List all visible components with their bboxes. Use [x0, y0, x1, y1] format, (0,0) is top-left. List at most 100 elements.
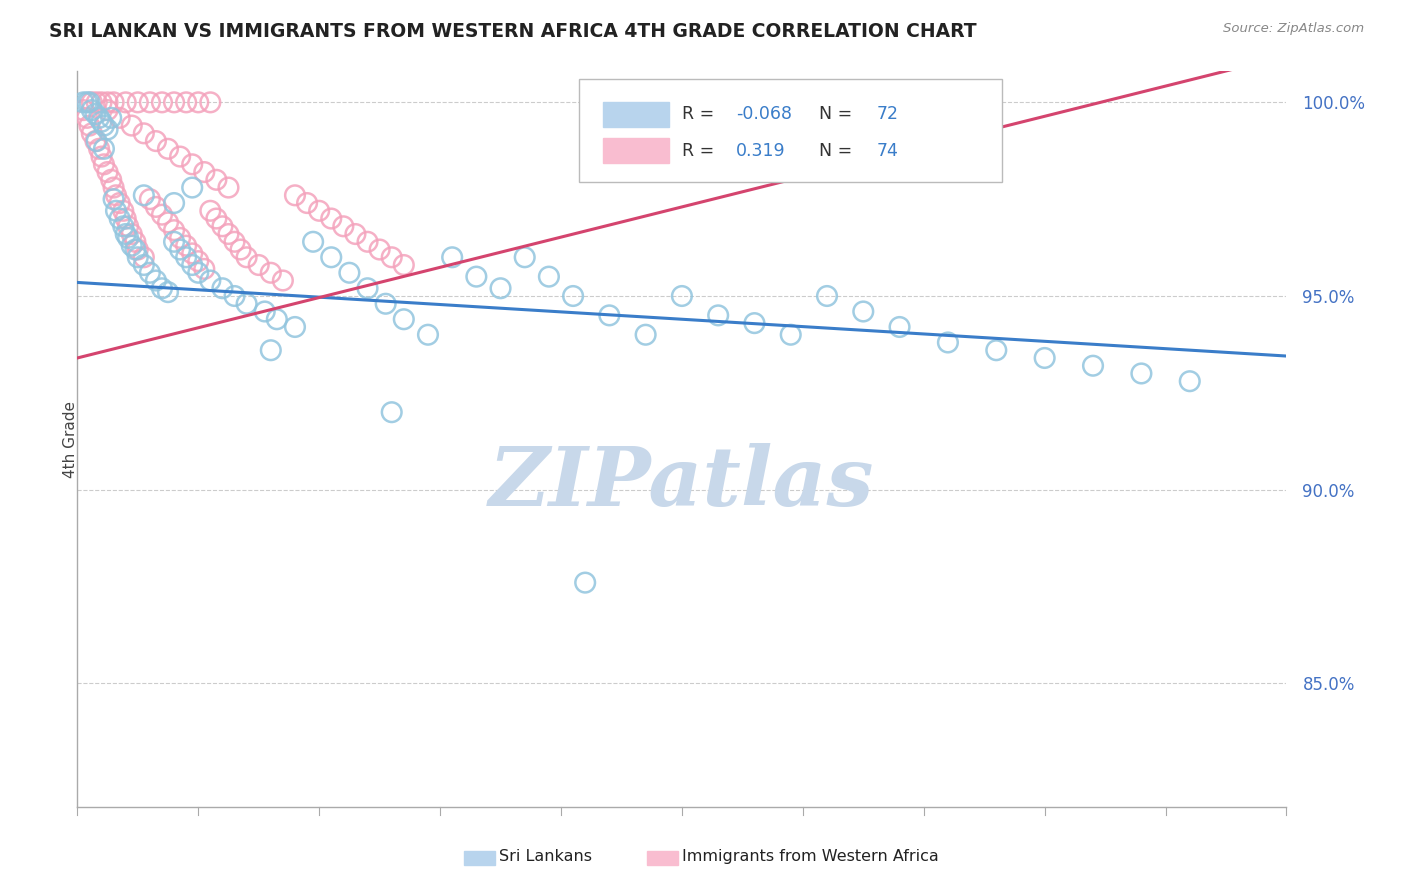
Point [90, 150, 112, 164]
Point [187, 254, 209, 268]
Point [117, 219, 139, 234]
Point [235, 250, 257, 264]
Text: N =: N = [818, 142, 858, 160]
Text: R =: R = [682, 105, 720, 123]
Point [79, 119, 101, 133]
Point [224, 235, 246, 249]
Point [139, 192, 162, 206]
Point [247, 258, 270, 272]
Point [108, 111, 131, 125]
Point [90, 95, 112, 110]
Point [302, 235, 325, 249]
Point [356, 235, 378, 249]
Point [332, 219, 354, 234]
Point [368, 243, 391, 257]
Point [93, 119, 115, 133]
Point [174, 250, 197, 264]
Point [211, 219, 233, 234]
Point [271, 273, 294, 287]
Text: Sri Lankans: Sri Lankans [499, 849, 592, 863]
Text: Source: ZipAtlas.com: Source: ZipAtlas.com [1223, 22, 1364, 36]
Point [181, 157, 204, 171]
Point [105, 188, 128, 202]
Point [139, 266, 162, 280]
Point [205, 211, 228, 226]
Point [224, 289, 246, 303]
Y-axis label: 4th Grade: 4th Grade [63, 401, 77, 478]
Point [174, 238, 197, 252]
Point [441, 250, 464, 264]
Point [163, 196, 186, 211]
Point [169, 150, 191, 164]
Point [86, 95, 108, 110]
Point [103, 180, 125, 194]
Point [157, 285, 180, 300]
Point [321, 211, 343, 226]
Point [132, 126, 155, 140]
Point [80, 126, 103, 140]
Point [79, 95, 101, 110]
Point [779, 327, 801, 342]
Point [381, 405, 404, 419]
Point [150, 281, 173, 295]
Point [145, 273, 167, 287]
Point [174, 95, 197, 110]
Point [392, 312, 415, 326]
Point [90, 114, 112, 128]
Point [76, 111, 98, 125]
Point [356, 281, 378, 295]
Point [132, 250, 155, 264]
Point [96, 95, 118, 110]
Point [117, 231, 139, 245]
Point [132, 188, 155, 202]
Point [127, 250, 149, 264]
Point [284, 188, 307, 202]
Point [181, 258, 204, 272]
Point [260, 266, 283, 280]
Point [181, 246, 204, 260]
Point [114, 211, 136, 226]
Point [381, 250, 404, 264]
Point [86, 134, 108, 148]
Point [218, 180, 240, 194]
Point [187, 95, 209, 110]
Point [1130, 367, 1153, 381]
Point [1081, 359, 1104, 373]
Point [145, 200, 167, 214]
Point [114, 95, 136, 110]
Point [211, 281, 233, 295]
Point [416, 327, 439, 342]
Point [80, 103, 103, 117]
Point [1033, 351, 1056, 365]
Point [936, 335, 959, 350]
FancyBboxPatch shape [579, 78, 1002, 182]
Point [163, 95, 186, 110]
Point [108, 196, 131, 211]
Point [121, 227, 143, 241]
Point [105, 203, 128, 218]
Point [295, 196, 318, 211]
Point [193, 165, 215, 179]
Point [598, 309, 620, 323]
Text: N =: N = [818, 105, 858, 123]
Point [124, 243, 146, 257]
Text: Immigrants from Western Africa: Immigrants from Western Africa [682, 849, 939, 863]
Point [145, 134, 167, 148]
Point [634, 327, 657, 342]
FancyBboxPatch shape [603, 102, 669, 127]
FancyBboxPatch shape [603, 138, 669, 163]
Point [87, 142, 110, 156]
Point [84, 107, 107, 121]
Point [80, 95, 103, 110]
Point [266, 312, 288, 326]
Point [200, 95, 222, 110]
Point [1178, 374, 1201, 388]
Point [392, 258, 415, 272]
Point [121, 119, 143, 133]
Point [253, 304, 276, 318]
Point [87, 111, 110, 125]
Text: -0.068: -0.068 [737, 105, 793, 123]
Point [127, 95, 149, 110]
Point [489, 281, 512, 295]
Point [112, 219, 135, 234]
